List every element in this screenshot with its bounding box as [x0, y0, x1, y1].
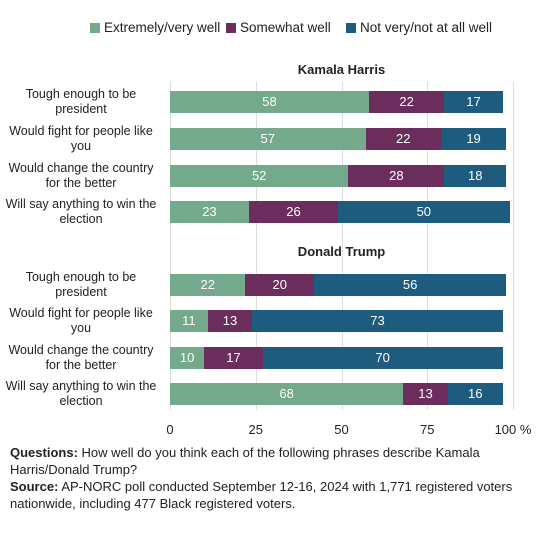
bar-segment	[245, 274, 315, 296]
bar-segment	[170, 383, 404, 405]
value-label: 18	[468, 168, 483, 183]
value-label: 52	[251, 168, 267, 183]
bar-segment	[170, 310, 208, 332]
bar-segment	[170, 347, 205, 369]
value-label: 10	[179, 350, 195, 365]
legend-label: Somewhat well	[240, 20, 331, 35]
bar-segment	[170, 201, 249, 223]
legend-item: Extremely/very well	[90, 20, 220, 35]
bar-segment	[170, 165, 349, 187]
value-label: 73	[370, 313, 385, 328]
value-label: 22	[395, 131, 411, 146]
bar-segment	[170, 91, 369, 113]
x-tick-label: 0	[166, 422, 174, 437]
value-label: 58	[262, 94, 277, 109]
questions-label: Questions:	[10, 445, 78, 460]
value-label: 11	[182, 313, 196, 328]
y-category-label: Tough enough to be president	[25, 270, 137, 299]
panel-title: Donald Trump	[297, 244, 386, 259]
value-label: 17	[466, 94, 481, 109]
source-label: Source:	[10, 479, 59, 494]
grid-line	[170, 82, 171, 410]
bar-segment	[170, 274, 246, 296]
y-category-label: Would change the country for the better	[8, 343, 154, 372]
bar-segment	[447, 383, 503, 405]
legend-swatch	[226, 22, 236, 33]
grid-line	[513, 82, 514, 410]
y-category-label: Tough enough to be president	[25, 87, 137, 116]
y-category-label: Will say anything to win the election	[5, 197, 157, 226]
x-tick-label: 25	[248, 422, 263, 437]
notes: Questions: How well do you think each of…	[10, 444, 530, 512]
bar-segment	[368, 91, 445, 113]
y-category-label: Would change the country for the better	[8, 161, 154, 190]
questions: Questions: How well do you think each of…	[10, 444, 530, 478]
y-category-label: Would fight for people like you	[9, 306, 153, 335]
value-label: 17	[226, 350, 241, 365]
legend-label: Extremely/very well	[104, 20, 221, 35]
bar-segment	[365, 128, 441, 150]
legend-swatch	[346, 22, 356, 33]
value-label: 68	[279, 386, 294, 401]
legend-item: Somewhat well	[226, 20, 331, 35]
source: Source: AP-NORC poll conducted September…	[10, 478, 530, 512]
value-label: 23	[202, 204, 217, 219]
panel-title: Kamala Harris	[297, 62, 386, 77]
value-label: 19	[466, 131, 481, 146]
bar-segment	[207, 310, 253, 332]
value-label: 50	[416, 204, 432, 219]
bar-segment	[338, 201, 510, 223]
x-tick-label: 100 %	[494, 422, 532, 437]
legend-swatch	[90, 22, 100, 33]
value-label: 57	[260, 131, 275, 146]
grid-line	[255, 82, 257, 410]
value-label: 20	[272, 277, 287, 292]
legend-label: Not very/not at all well	[360, 20, 493, 35]
value-label: 16	[468, 386, 483, 401]
value-label: 22	[200, 277, 215, 292]
questions-text: How well do you think each of the follow…	[10, 445, 480, 477]
bar-segment	[248, 201, 339, 223]
bar-segment	[444, 91, 503, 113]
value-label: 13	[222, 313, 238, 328]
value-label: 56	[402, 277, 418, 292]
value-label: 28	[389, 168, 404, 183]
bar-segment	[262, 347, 503, 369]
y-category-label: Will say anything to win the election	[5, 379, 157, 408]
y-category-label: Would fight for people like you	[9, 124, 153, 153]
bar-segment	[403, 383, 448, 405]
grid-line	[341, 82, 343, 410]
source-text: AP-NORC poll conducted September 12-16, …	[10, 479, 513, 511]
bar-segment	[348, 165, 445, 187]
bar-segment	[204, 347, 263, 369]
legend-item: Not very/not at all well	[346, 20, 492, 35]
bar-segment	[252, 310, 503, 332]
value-label: 70	[375, 350, 390, 365]
x-tick-label: 50	[334, 422, 349, 437]
x-tick-label: 75	[420, 422, 435, 437]
value-label: 26	[286, 204, 301, 219]
value-label: 22	[399, 94, 414, 109]
bar-segment	[440, 128, 507, 150]
bar-segment	[314, 274, 507, 296]
bar-segment	[170, 128, 366, 150]
grid-line	[427, 82, 429, 410]
bar-segment	[444, 165, 507, 187]
value-label: 13	[418, 386, 433, 401]
